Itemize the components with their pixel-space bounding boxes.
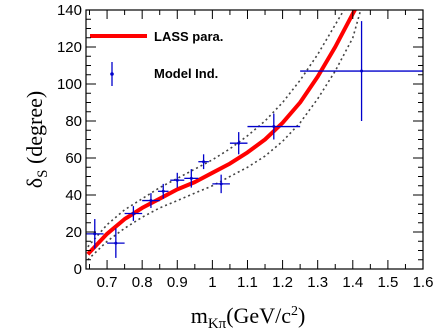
x-axis-label-main: m [191, 303, 208, 328]
data-point-3 [142, 193, 160, 208]
data-point-5 [170, 172, 185, 188]
point-marker [272, 125, 276, 129]
x-tick-label: 1.2 [272, 274, 293, 291]
band-line-band-lower [87, 10, 362, 261]
point-marker [161, 189, 165, 193]
axes [85, 9, 424, 270]
data-point-11 [300, 21, 423, 121]
y-tick-label: 20 [65, 224, 82, 241]
point-marker [219, 182, 223, 186]
y-tick-label: 100 [57, 76, 82, 93]
data-point-8 [212, 174, 230, 194]
x-axis-label-unit: (GeV/c [226, 303, 291, 328]
y-tick-label: 80 [65, 113, 82, 130]
y-tick-labels: 0 20 40 60 80 100 120 140 [57, 2, 82, 278]
point-marker [114, 241, 118, 245]
x-tick-labels: 0.7 0.8 0.9 1 1.1 1.2 1.3 1.4 1.5 1.6 [97, 274, 434, 291]
point-marker [202, 160, 206, 164]
data-point-1 [107, 228, 125, 258]
x-tick-label: 0.9 [167, 274, 188, 291]
error-band [87, 10, 362, 261]
y-axis-label-unit: (degree) [22, 91, 47, 170]
data-point-4 [157, 183, 169, 199]
x-axis-label-sub: Kπ [208, 316, 227, 332]
x-tick-label: 1.3 [307, 274, 328, 291]
x-tick-label: 0.7 [97, 274, 118, 291]
data-point-9 [229, 132, 248, 155]
x-axis-label-unit-close: ) [298, 303, 305, 328]
x-tick-label: 1.5 [377, 274, 398, 291]
x-tick-label: 1.1 [237, 274, 258, 291]
point-marker [149, 199, 153, 203]
point-marker [175, 178, 179, 182]
x-tick-label: 1 [208, 274, 216, 291]
y-axis-label-main: δ [22, 178, 47, 188]
x-axis-label-sup: 2 [291, 304, 298, 319]
y-tick-label: 60 [65, 150, 82, 167]
y-axis-label: δS (degree) [22, 91, 51, 189]
data-point-10 [247, 113, 301, 140]
x-axis-label: mKπ(GeV/c2) [191, 303, 306, 332]
data-point-0 [86, 219, 104, 249]
y-tick-label: 40 [65, 187, 82, 204]
data-point-6 [184, 169, 199, 188]
point-marker [189, 176, 193, 180]
point-marker [131, 212, 135, 215]
point-marker [237, 141, 241, 145]
y-tick-label: 0 [74, 261, 82, 278]
point-marker [360, 69, 364, 73]
y-tick-label: 140 [57, 2, 82, 19]
data-points-layer [86, 21, 423, 258]
lass-curve [86, 10, 358, 256]
lass-curve-layer [86, 10, 358, 256]
plot-frame [85, 9, 424, 270]
legend-marker-swatch [110, 62, 114, 86]
data-point-7 [198, 154, 209, 170]
x-tick-label: 1.4 [342, 274, 363, 291]
point-marker [93, 232, 97, 236]
x-tick-label: 1.6 [413, 274, 434, 291]
legend-label-model: Model Ind. [154, 66, 218, 81]
legend: LASS para. Model Ind. [90, 29, 223, 86]
legend-label-lass: LASS para. [154, 29, 223, 44]
legend-marker-dot [110, 72, 114, 76]
y-axis-label-sub: S [35, 170, 51, 178]
y-tick-label: 120 [57, 39, 82, 56]
data-point-2 [124, 206, 143, 221]
x-tick-label: 0.8 [132, 274, 153, 291]
